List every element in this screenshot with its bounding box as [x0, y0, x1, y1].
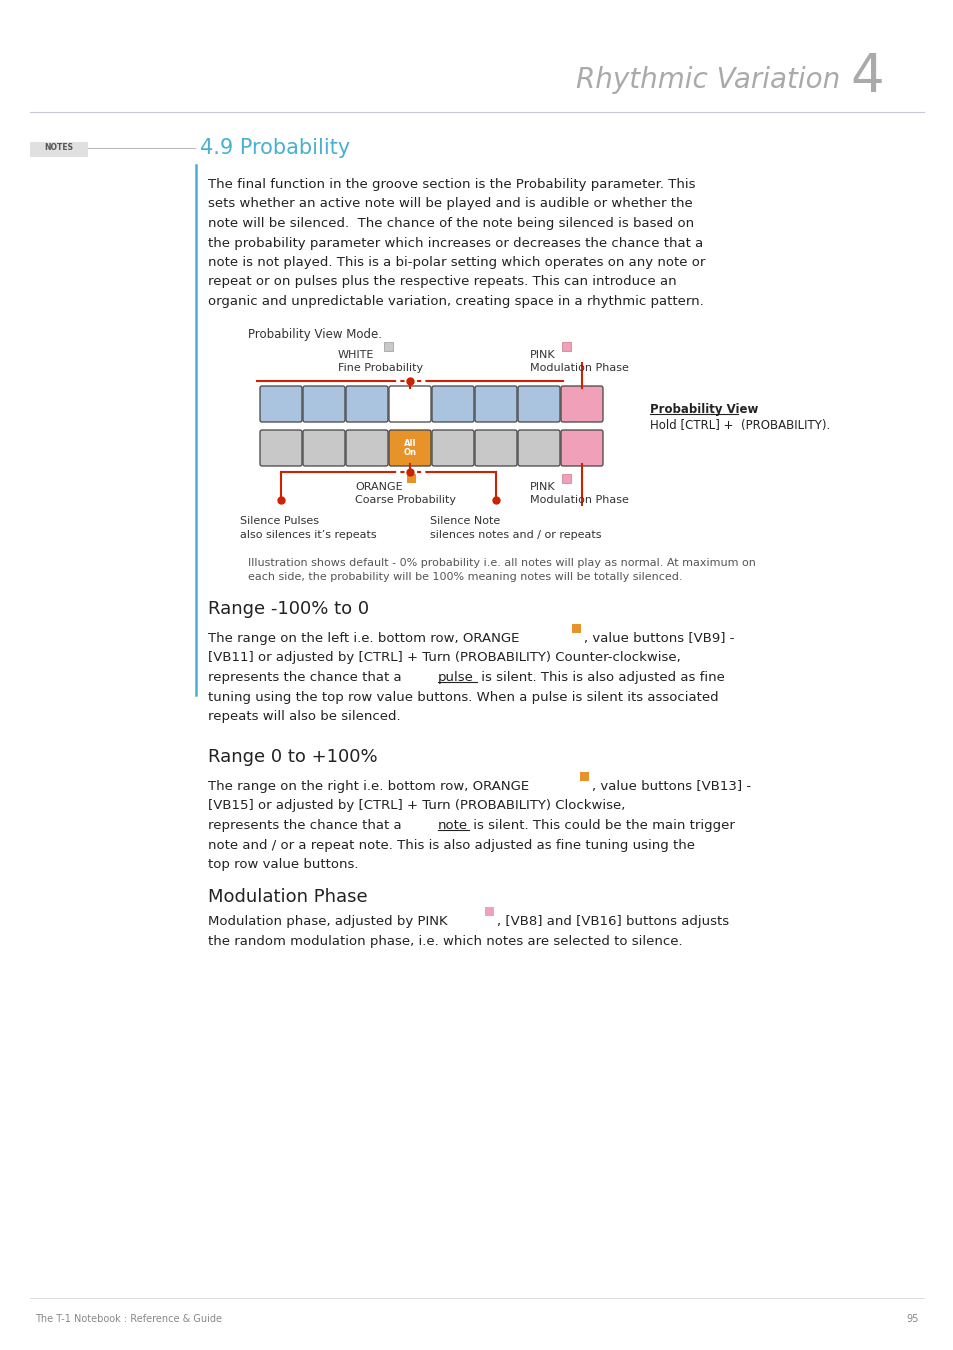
Text: The range on the right i.e. bottom row, ORANGE: The range on the right i.e. bottom row, …	[208, 780, 533, 792]
FancyBboxPatch shape	[432, 431, 474, 466]
Text: Range 0 to +100%: Range 0 to +100%	[208, 748, 377, 765]
Text: silences notes and / or repeats: silences notes and / or repeats	[430, 531, 601, 540]
Text: Coarse Probability: Coarse Probability	[355, 495, 456, 505]
FancyBboxPatch shape	[517, 386, 559, 423]
Bar	[561, 342, 571, 351]
Text: organic and unpredictable variation, creating space in a rhythmic pattern.: organic and unpredictable variation, cre…	[208, 296, 703, 308]
Text: 4.9 Probability: 4.9 Probability	[200, 138, 350, 158]
FancyBboxPatch shape	[303, 431, 345, 466]
Text: tuning using the top row value buttons. When a pulse is silent its associated: tuning using the top row value buttons. …	[208, 690, 718, 703]
Text: Silence Pulses: Silence Pulses	[240, 516, 318, 526]
Text: represents the chance that a: represents the chance that a	[208, 819, 405, 832]
Text: note is not played. This is a bi-polar setting which operates on any note or: note is not played. This is a bi-polar s…	[208, 256, 704, 269]
Text: 4: 4	[849, 51, 882, 103]
Text: The final function in the groove section is the Probability parameter. This: The final function in the groove section…	[208, 178, 695, 190]
FancyBboxPatch shape	[303, 386, 345, 423]
Bar	[572, 624, 580, 633]
Bar	[384, 342, 393, 351]
Bar	[561, 474, 571, 483]
Text: , value buttons [VB9] -: , value buttons [VB9] -	[583, 632, 734, 645]
Text: Probability View: Probability View	[649, 404, 758, 416]
FancyBboxPatch shape	[389, 431, 431, 466]
Text: All
On: All On	[403, 439, 416, 458]
Text: ORANGE: ORANGE	[355, 482, 402, 491]
Text: the probability parameter which increases or decreases the chance that a: the probability parameter which increase…	[208, 236, 702, 250]
Text: PINK: PINK	[530, 350, 555, 360]
Text: The T-1 Notebook : Reference & Guide: The T-1 Notebook : Reference & Guide	[35, 1314, 222, 1324]
Text: WHITE: WHITE	[337, 350, 374, 360]
Text: note will be silenced.  The chance of the note being silenced is based on: note will be silenced. The chance of the…	[208, 217, 694, 230]
Text: each side, the probability will be 100% meaning notes will be totally silenced.: each side, the probability will be 100% …	[248, 572, 681, 582]
Text: represents the chance that a: represents the chance that a	[208, 671, 405, 684]
Text: note: note	[437, 819, 467, 832]
Text: The range on the left i.e. bottom row, ORANGE: The range on the left i.e. bottom row, O…	[208, 632, 523, 645]
Text: is silent. This is also adjusted as fine: is silent. This is also adjusted as fine	[476, 671, 724, 684]
Text: [VB11] or adjusted by [CTRL] + Turn (PROBABILITY) Counter-clockwise,: [VB11] or adjusted by [CTRL] + Turn (PRO…	[208, 652, 680, 664]
Text: repeats will also be silenced.: repeats will also be silenced.	[208, 710, 400, 724]
Text: Rhythmic Variation: Rhythmic Variation	[576, 66, 840, 95]
Bar	[30, 142, 88, 157]
FancyBboxPatch shape	[260, 386, 302, 423]
Text: the random modulation phase, i.e. which notes are selected to silence.: the random modulation phase, i.e. which …	[208, 934, 682, 948]
Text: NOTES: NOTES	[45, 143, 73, 153]
Text: Modulation phase, adjusted by PINK: Modulation phase, adjusted by PINK	[208, 915, 452, 927]
Text: top row value buttons.: top row value buttons.	[208, 859, 358, 871]
FancyBboxPatch shape	[475, 386, 517, 423]
Text: PINK: PINK	[530, 482, 555, 491]
Bar	[579, 772, 588, 782]
Text: sets whether an active note will be played and is audible or whether the: sets whether an active note will be play…	[208, 197, 692, 211]
Text: Range -100% to 0: Range -100% to 0	[208, 599, 369, 618]
Bar	[484, 907, 494, 917]
Text: is silent. This could be the main trigger: is silent. This could be the main trigge…	[469, 819, 735, 832]
Text: Silence Note: Silence Note	[430, 516, 499, 526]
Text: Fine Probability: Fine Probability	[337, 363, 423, 373]
Text: pulse: pulse	[437, 671, 473, 684]
Text: Modulation Phase: Modulation Phase	[530, 363, 628, 373]
Text: repeat or on pulses plus the respective repeats. This can introduce an: repeat or on pulses plus the respective …	[208, 275, 676, 289]
Text: also silences it’s repeats: also silences it’s repeats	[240, 531, 376, 540]
Bar	[407, 474, 416, 483]
FancyBboxPatch shape	[346, 431, 388, 466]
Text: Modulation Phase: Modulation Phase	[530, 495, 628, 505]
FancyBboxPatch shape	[560, 386, 602, 423]
Text: Illustration shows default - 0% probability i.e. all notes will play as normal. : Illustration shows default - 0% probabil…	[248, 558, 755, 568]
FancyBboxPatch shape	[560, 431, 602, 466]
FancyBboxPatch shape	[517, 431, 559, 466]
Text: Probability View Mode.: Probability View Mode.	[248, 328, 381, 342]
FancyBboxPatch shape	[260, 431, 302, 466]
Text: , value buttons [VB13] -: , value buttons [VB13] -	[592, 780, 750, 792]
FancyBboxPatch shape	[389, 386, 431, 423]
Text: 95: 95	[905, 1314, 918, 1324]
Text: , [VB8] and [VB16] buttons adjusts: , [VB8] and [VB16] buttons adjusts	[497, 915, 728, 927]
Text: [VB15] or adjusted by [CTRL] + Turn (PROBABILITY) Clockwise,: [VB15] or adjusted by [CTRL] + Turn (PRO…	[208, 799, 625, 813]
Text: Modulation Phase: Modulation Phase	[208, 888, 367, 906]
FancyBboxPatch shape	[475, 431, 517, 466]
Text: note and / or a repeat note. This is also adjusted as fine tuning using the: note and / or a repeat note. This is als…	[208, 838, 695, 852]
FancyBboxPatch shape	[432, 386, 474, 423]
FancyBboxPatch shape	[346, 386, 388, 423]
Text: Hold [CTRL] +  (PROBABILITY).: Hold [CTRL] + (PROBABILITY).	[649, 418, 829, 432]
